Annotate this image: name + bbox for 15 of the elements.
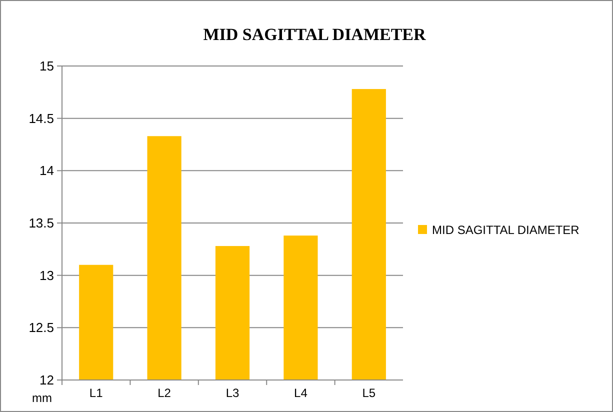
x-tick-label: L2 bbox=[158, 386, 172, 400]
y-tick-label: 12.5 bbox=[28, 320, 54, 336]
y-axis-title: mm bbox=[32, 391, 52, 405]
chart-title: MID SAGITTAL DIAMETER bbox=[203, 25, 427, 44]
legend-label: MID SAGITTAL DIAMETER bbox=[432, 223, 580, 238]
x-tick-label: L5 bbox=[362, 386, 376, 400]
y-tick-label: 15 bbox=[40, 58, 54, 74]
x-tick-label: L4 bbox=[294, 386, 308, 400]
y-tick-label: 12 bbox=[40, 372, 54, 388]
y-tick-label: 14.5 bbox=[28, 110, 54, 126]
x-tick-label: L3 bbox=[226, 386, 240, 400]
y-tick-label: 14 bbox=[40, 163, 54, 178]
x-tick-label: L1 bbox=[89, 386, 104, 400]
y-tick-label: 13.5 bbox=[28, 216, 54, 231]
y-tick-label: 13 bbox=[40, 268, 54, 283]
